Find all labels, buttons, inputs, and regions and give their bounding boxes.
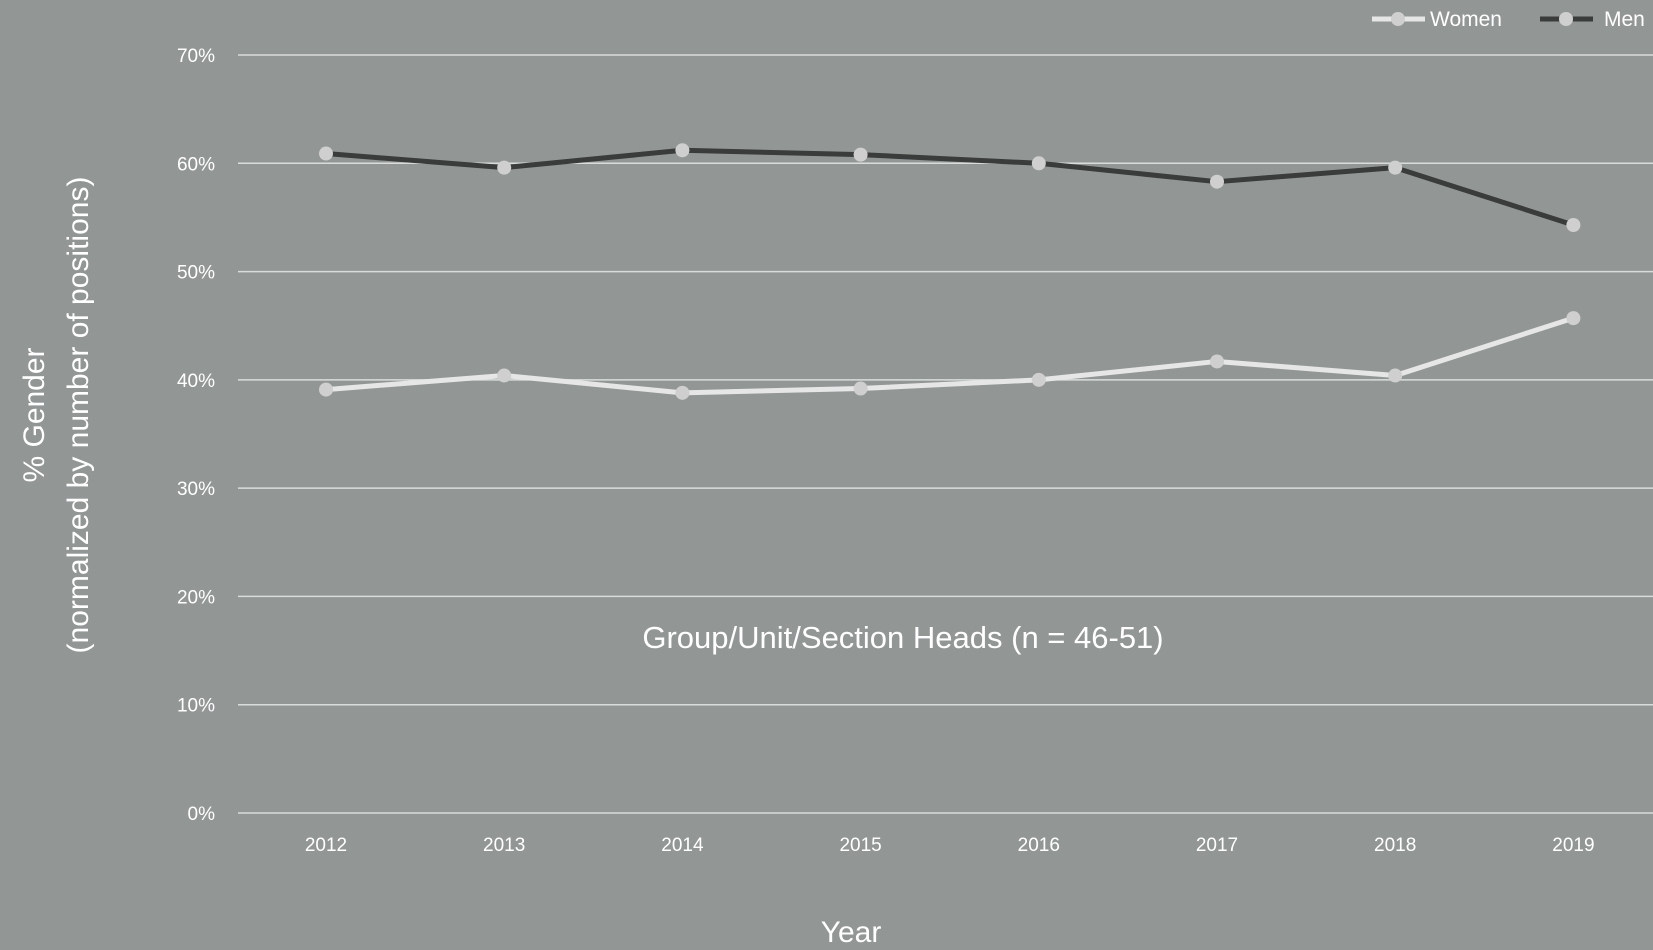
y-tick-label: 60% — [177, 154, 215, 175]
gridlines — [238, 54, 1653, 814]
data-point-women — [319, 382, 333, 397]
data-point-men — [319, 146, 333, 161]
y-axis-title: % Gender (normalized by number of positi… — [18, 177, 95, 654]
data-point-men — [675, 143, 690, 158]
x-axis-ticks: 2012 2013 2014 2015 2016 2017 2018 2019 — [305, 835, 1595, 856]
x-tick-label: 2015 — [839, 835, 881, 856]
y-tick-label: 30% — [177, 479, 215, 500]
legend-women-label: Women — [1430, 8, 1502, 31]
data-point-women — [1210, 354, 1224, 369]
x-axis-title: Year — [821, 916, 882, 949]
data-point-men — [1210, 174, 1224, 189]
x-tick-label: 2012 — [305, 835, 347, 856]
x-tick-label: 2018 — [1374, 835, 1416, 856]
data-point-men — [1388, 160, 1403, 175]
y-axis-title-line1: % Gender — [18, 347, 51, 482]
data-point-women — [1031, 372, 1046, 387]
legend-women-marker — [1391, 12, 1405, 26]
x-tick-label: 2016 — [1018, 835, 1060, 856]
data-point-women — [853, 381, 868, 396]
x-tick-label: 2017 — [1196, 835, 1238, 856]
series-line-men — [323, 147, 1576, 228]
data-point-men — [497, 160, 512, 175]
legend-men-marker — [1559, 12, 1573, 26]
data-point-women — [497, 368, 512, 383]
y-axis-title-line2: (normalized by number of positions) — [62, 177, 95, 654]
x-tick-label: 2019 — [1552, 835, 1594, 856]
x-tick-label: 2014 — [661, 835, 704, 856]
data-point-men — [1566, 218, 1581, 233]
legend: Women Men — [1372, 8, 1645, 31]
data-point-women — [1566, 311, 1581, 326]
data-point-men — [1031, 156, 1046, 171]
legend-men-label: Men — [1604, 8, 1645, 31]
x-tick-label: 2013 — [483, 835, 525, 856]
y-axis-ticks: 0% 10% 20% 30% 40% 50% 60% 70% — [177, 46, 215, 825]
data-point-women — [1388, 368, 1403, 383]
y-tick-label: 50% — [177, 263, 215, 284]
data-point-women — [675, 385, 690, 400]
data-point-men — [853, 147, 868, 162]
series-line-women — [323, 315, 1576, 396]
y-tick-label: 70% — [177, 46, 215, 67]
series-group — [319, 143, 1581, 400]
y-tick-label: 10% — [177, 696, 215, 717]
y-tick-label: 20% — [177, 587, 215, 608]
y-tick-label: 40% — [177, 371, 215, 392]
chart-annotation: Group/Unit/Section Heads (n = 46-51) — [642, 620, 1163, 655]
y-tick-label: 0% — [188, 804, 216, 825]
